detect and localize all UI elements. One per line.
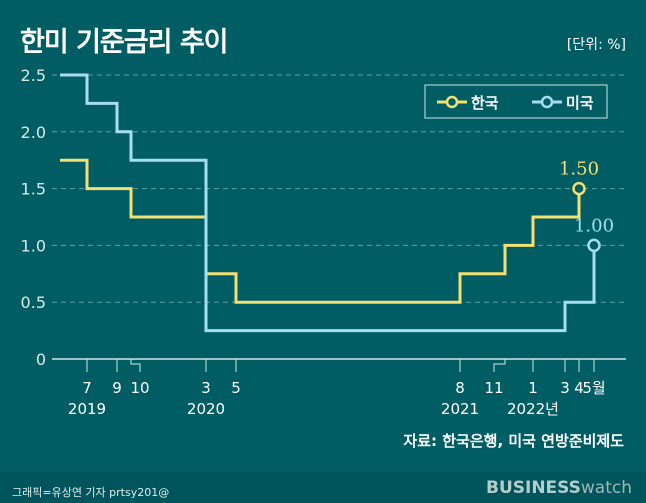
footer-band — [0, 472, 646, 503]
y-tick-label: 1.0 — [21, 236, 46, 255]
x-year-label: 2020 — [187, 400, 225, 418]
legend-marker — [540, 95, 554, 109]
y-tick-label: 0 — [36, 350, 46, 369]
end-marker — [587, 238, 601, 253]
x-tick-label: 1 — [528, 379, 538, 397]
unit-label: [단위: %] — [566, 37, 626, 53]
x-year-label: 2022년 — [507, 400, 559, 418]
x-tick-label: 7 — [82, 379, 92, 397]
graphic-credit: 그래픽=유상연 기자 prtsy201@ — [12, 486, 170, 499]
x-tick-label: 3 — [560, 379, 570, 397]
x-tick-label: 3 — [201, 379, 211, 397]
logo-bold: BUSINESS — [485, 478, 581, 498]
x-tick-label: 8 — [455, 379, 465, 397]
x-tick — [493, 359, 506, 372]
y-tick-label: 1.5 — [21, 180, 46, 199]
x-tick-label: 11 — [484, 379, 503, 397]
legend-marker — [445, 95, 459, 109]
x-year-label: 2021 — [441, 400, 479, 418]
end-value-label: 1.50 — [559, 159, 599, 180]
legend-label: 미국 — [566, 94, 594, 112]
x-tick-label: 4 — [574, 379, 584, 397]
source-note: 자료: 한국은행, 미국 연방준비제도 — [403, 432, 624, 450]
y-tick-label: 2.0 — [21, 123, 46, 142]
legend-box — [424, 84, 608, 119]
x-year-label: 2019 — [68, 400, 106, 418]
x-tick — [130, 359, 141, 372]
y-tick-label: 0.5 — [21, 293, 46, 312]
x-tick-label: 5월 — [582, 379, 605, 397]
chart-title: 한미 기준금리 추이 — [20, 27, 229, 58]
end-marker — [572, 181, 586, 196]
legend-label: 한국 — [471, 94, 499, 112]
x-tick-label: 5 — [231, 379, 241, 397]
series-line-us — [60, 73, 596, 333]
logo-light: watch — [580, 478, 632, 498]
end-value-label: 1.00 — [574, 215, 614, 236]
x-tick-label: 9 — [112, 379, 122, 397]
x-tick-label: 10 — [130, 379, 149, 397]
y-tick-label: 2.5 — [21, 66, 46, 85]
series-line-korea — [60, 158, 581, 304]
brand-logo: BUSINESSwatch — [486, 478, 632, 498]
